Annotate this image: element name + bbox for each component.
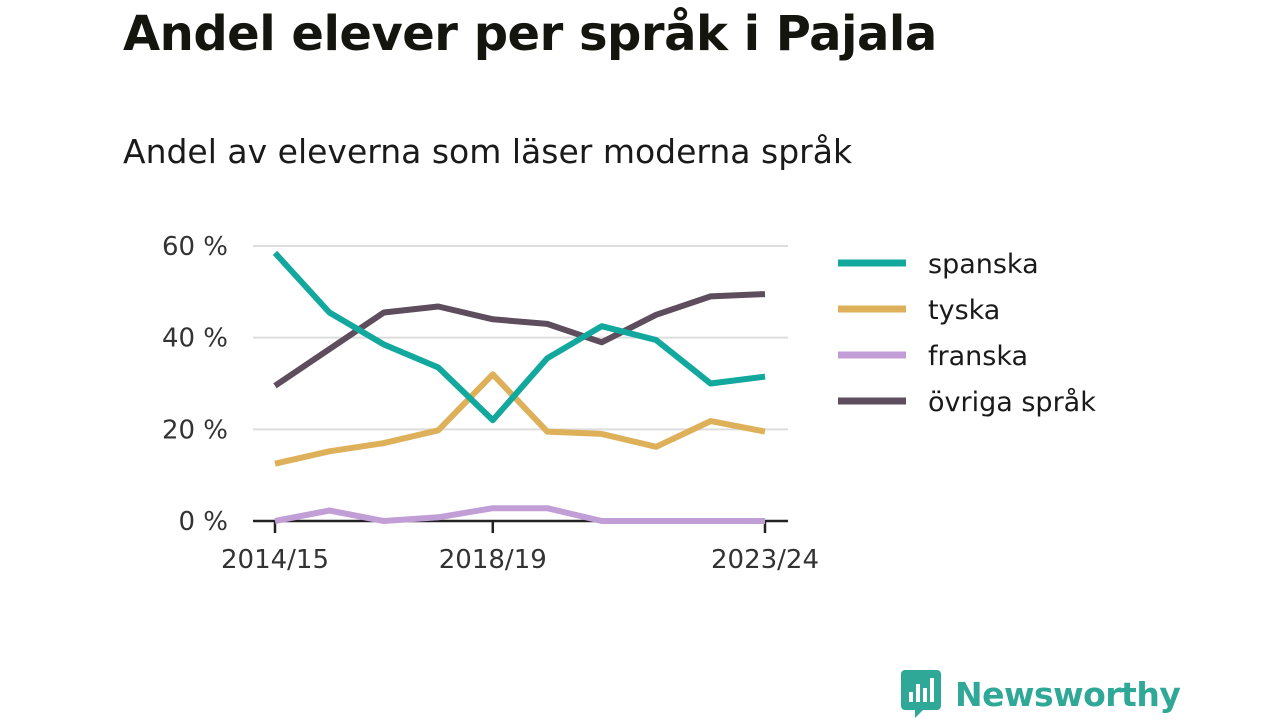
legend-label: franska <box>928 341 1028 372</box>
legend-label: spanska <box>928 249 1039 280</box>
y-tick-label: 60 % <box>162 232 228 262</box>
legend-label: tyska <box>928 295 1000 326</box>
line-chart: 0 % 20 % 40 % 60 % 2014/15 2018/19 2023/24 spa… <box>162 232 1096 575</box>
y-tick-label: 20 % <box>162 415 228 445</box>
y-tick-label: 40 % <box>162 324 228 354</box>
legend-label: övriga språk <box>928 387 1096 418</box>
x-tick-label: 2014/15 <box>221 545 329 575</box>
series-lines <box>272 250 766 524</box>
newsworthy-logo-icon <box>901 670 941 718</box>
x-tick-label: 2018/19 <box>439 545 547 575</box>
legend: spanska tyska franska övriga språk <box>838 249 1096 418</box>
newsworthy-logo: Newsworthy <box>901 670 1181 718</box>
series-line-tyska <box>274 371 766 467</box>
brand-name: Newsworthy <box>955 674 1181 714</box>
series-line-spanska <box>272 250 766 424</box>
chart-title: Andel elever per språk i Pajala <box>123 6 937 62</box>
y-tick-label: 0 % <box>178 507 228 537</box>
series-line-franska <box>274 505 765 524</box>
x-tick-label: 2023/24 <box>711 545 819 575</box>
chart-subtitle: Andel av eleverna som läser moderna språ… <box>123 132 853 171</box>
